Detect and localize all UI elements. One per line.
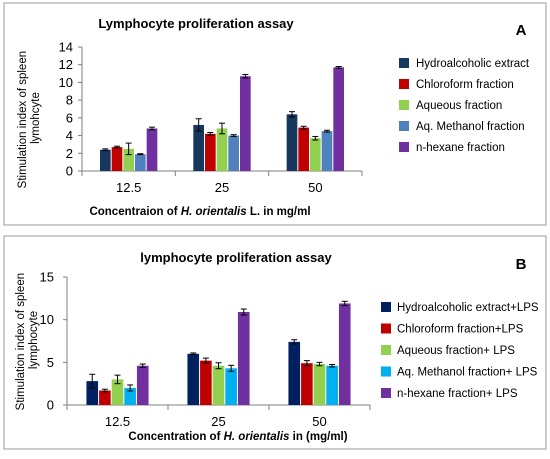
panel-b-bar — [237, 311, 250, 405]
panel-b-ylabel-line1: Stimulation index of spleen — [15, 273, 27, 410]
panel-a-bar — [228, 135, 239, 171]
panel-a-bar — [111, 147, 123, 171]
panel-b-legend-swatch — [381, 302, 391, 312]
panel-a-category-label: 12.5 — [116, 180, 141, 195]
panel-b-legend: Hydroalcoholic extract+LPS Chloroform fra… — [381, 302, 539, 400]
panel-b-legend-label: n-hexane fraction+ LPS — [397, 388, 518, 400]
panel-a-xlabel-part3: L. in mg/ml — [247, 206, 311, 218]
panel-a-bar — [205, 133, 216, 171]
panel-b-bar — [124, 387, 136, 405]
panel-a-bar — [135, 154, 146, 171]
panel-b-bar — [187, 353, 200, 405]
panel-b-category-label: 12.5 — [105, 414, 130, 429]
panel-b-category-label: 25 — [211, 414, 225, 429]
panel-a-legend-swatch — [399, 100, 409, 110]
panel-b-y-tick-label: 0 — [47, 398, 54, 413]
panel-a-legend-label: Hydroalcoholic extract — [416, 58, 530, 70]
panel-b-plot: 0 5 10 15 12.5 25 50 — [40, 270, 371, 429]
panel-b-bar — [212, 365, 225, 405]
panel-b-bar — [338, 303, 351, 405]
panel-a-legend-label: Aqueous fraction — [416, 100, 502, 112]
panel-b-bar — [225, 368, 237, 405]
panel-a-legend-label: n-hexane fraction — [416, 142, 505, 154]
panel-b-legend-swatch — [381, 366, 391, 377]
panel-b-bar — [301, 363, 313, 405]
panel-b-letter: B — [516, 256, 527, 273]
panel-b-bar — [86, 381, 99, 405]
panel-b-bar — [288, 341, 301, 405]
panel-a-legend-swatch — [399, 121, 409, 131]
panel-b-category-label: 50 — [312, 414, 326, 429]
panel-b-legend-swatch — [381, 345, 391, 355]
panel-a-bar — [310, 138, 321, 171]
panel-a-plot: 0 2 4 6 8 10 12 14 12.5 25 50 — [59, 40, 363, 195]
panel-b-legend-swatch — [381, 388, 391, 398]
panel-a-bar — [193, 124, 204, 171]
panel-b-legend-label: Aq. Methanol fraction+ LPS — [397, 367, 538, 379]
panel-b-y-tick-label: 15 — [40, 270, 54, 285]
panel-b-legend-label: Chloroform fraction+LPS — [397, 324, 524, 336]
panel-b-y-tick-label: 10 — [40, 312, 54, 327]
panel-a-frame — [3, 2, 547, 226]
panel-a-bar — [333, 67, 344, 171]
panel-a-bar — [100, 149, 111, 171]
panel-a-y-tick-label: 2 — [66, 146, 73, 161]
panel-b-ylabel: Stimulation index of spleen lymphocyte — [15, 270, 40, 411]
panel-a-xlabel-part1: Concentraion of — [89, 206, 180, 218]
panel-a-bar — [123, 148, 134, 171]
panel-a-category-label: 25 — [215, 180, 229, 195]
panel-a-bar — [146, 128, 158, 171]
panel-b-xlabel-part3: in (mg/ml) — [289, 431, 347, 443]
panel-a-y-tick-label: 8 — [66, 93, 73, 108]
panel-b-bar — [326, 365, 338, 405]
panel-b-bar — [136, 365, 149, 405]
panel-b-legend-label: Aqueous fraction+ LPS — [397, 345, 515, 357]
panel-a-xlabel: Concentraion of H. orientalis L. in mg/m… — [89, 206, 310, 218]
panel-a-legend-swatch — [399, 58, 409, 68]
panel-a-legend-swatch — [399, 142, 409, 152]
chart-panel-a: Lymphocyte proliferation assay A Stimula… — [3, 2, 547, 226]
panel-b-bar — [313, 364, 326, 405]
panel-a-ylabel: Stimulation index of spleen lymohcyte — [17, 48, 42, 189]
panel-a-ylabel-line1: Stimulation index of spleen — [17, 51, 29, 188]
panel-a-y-tick-label: 10 — [59, 75, 73, 90]
panel-a-legend: Hydroalcoholic extract Chloroform fractio… — [399, 58, 530, 154]
panel-b-xlabel-part1: Concentration of — [128, 431, 223, 443]
panel-a-y-tick-label: 14 — [59, 40, 73, 55]
panel-a-bar — [240, 76, 251, 171]
panel-a-bar — [216, 128, 228, 171]
panel-b-ylabel-line2: lymphocyte — [28, 311, 40, 369]
panel-b-xlabel: Concentration of H. orientalis in (mg/ml… — [128, 431, 347, 443]
panel-a-legend-swatch — [399, 79, 409, 89]
panel-a-y-tick-label: 6 — [66, 110, 73, 125]
chart-panel-b: lymphocyte proliferation assay B Stimula… — [3, 235, 547, 450]
panel-a-y-tick-label: 12 — [59, 57, 73, 72]
panel-a-legend-label: Chloroform fraction — [416, 79, 514, 91]
panel-b-frame — [3, 235, 547, 450]
panel-a-bar — [286, 114, 298, 171]
panel-a-letter: A — [516, 22, 527, 39]
panel-b-bar — [111, 379, 124, 405]
panel-a-legend-label: Aq. Methanol fraction — [416, 121, 525, 133]
panel-b-legend-swatch — [381, 323, 391, 334]
panel-b-bar — [99, 390, 111, 405]
panel-a-ylabel-line2: lymohcyte — [30, 92, 42, 144]
panel-a-bar — [298, 127, 309, 171]
panel-b-title: lymphocyte proliferation assay — [140, 250, 332, 265]
panel-b-y-tick-label: 5 — [47, 355, 54, 370]
panel-a-y-tick-label: 0 — [66, 164, 73, 179]
panel-b-legend-label: Hydroalcoholic extract+LPS — [397, 302, 539, 314]
panel-a-title: Lymphocyte proliferation assay — [98, 16, 294, 31]
panel-b-bar — [200, 360, 212, 405]
panel-a-xlabel-part2: H. orientalis — [181, 206, 247, 218]
panel-a-y-tick-label: 4 — [66, 128, 73, 143]
panel-a-category-label: 50 — [308, 180, 322, 195]
panel-b-xlabel-part2: H. orientalis — [224, 431, 290, 443]
panel-a-bar — [321, 131, 333, 171]
